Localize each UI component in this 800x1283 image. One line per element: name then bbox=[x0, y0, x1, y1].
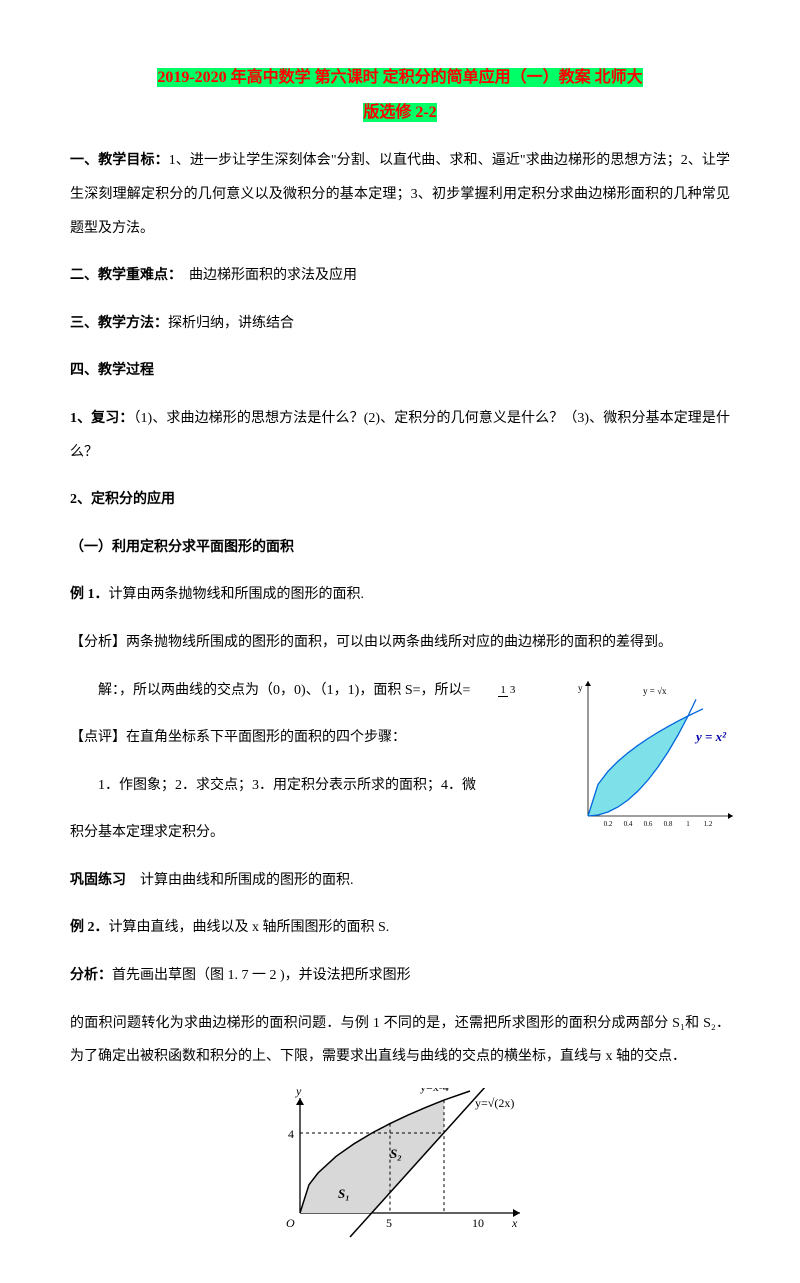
label-method: 三、教学方法： bbox=[70, 316, 168, 331]
title-text-2: 版选修 2-2 bbox=[363, 103, 436, 122]
s1-lbl: S₁ bbox=[338, 1186, 350, 1201]
origin: O bbox=[286, 1216, 295, 1230]
xlabel: x bbox=[511, 1216, 518, 1230]
para-objective: 一、教学目标：1、进一步让学生深刻体会"分割、以直代曲、求和、逼近"求曲边梯形的… bbox=[70, 144, 730, 245]
c1-yaxis: y bbox=[578, 683, 583, 693]
example-2: 例 2．计算由直线，曲线以及 x 轴所围图形的面积 S. bbox=[70, 911, 730, 945]
analysis-1: 【分析】两条抛物线所围成的图形的面积，可以由以两条曲线所对应的曲边梯形的面积的差… bbox=[70, 626, 730, 660]
chart-parabolas: 0.2 0.4 0.6 0.8 1 1.2 y = √x y = x² bbox=[560, 674, 740, 834]
text-analysis1: 两条抛物线所围成的图形的面积，可以由以两条曲线所对应的曲边梯形的面积的差得到。 bbox=[126, 635, 672, 650]
xt10: 10 bbox=[472, 1216, 484, 1230]
figure-1-wrap: 解：，所以两曲线的交点为（0，0)、（1，1)，面积 S=，所以=13 【点评】… bbox=[70, 674, 730, 993]
sol-text: 解：，所以两曲线的交点为（0，0)、（1，1)，面积 S=，所以= bbox=[98, 683, 470, 698]
c1-lbl2: y = x² bbox=[694, 729, 727, 744]
para-review: 1、复习：（1)、求曲边梯形的思想方法是什么？(2)、定积分的几何意义是什么？（… bbox=[70, 402, 730, 469]
example-1: 例 1．计算由两条抛物线和所围成的图形的面积. bbox=[70, 578, 730, 612]
chart1-svg: 0.2 0.4 0.6 0.8 1 1.2 y = √x y = x² bbox=[560, 674, 740, 834]
label-ex2: 例 2． bbox=[70, 920, 109, 935]
label-practice: 巩固练习 bbox=[70, 873, 126, 888]
label-difficulty: 二、教学重难点： bbox=[70, 268, 175, 283]
region-s1 bbox=[300, 1133, 372, 1213]
analysis2-text1: 首先画出草图（图 1. 7 一 2 )，并设法把所求图形 bbox=[112, 968, 411, 983]
c1-lbl1: y = √x bbox=[643, 686, 667, 696]
label-process: 四、教学过程 bbox=[70, 363, 154, 378]
review-l1: 在直角坐标系下平面图形的面积的四个步骤： bbox=[126, 730, 406, 745]
doc-title-line2: 版选修 2-2 bbox=[70, 95, 730, 130]
frac-num: 1 bbox=[498, 684, 508, 697]
analysis-2-l1: 分析：首先画出草图（图 1. 7 一 2 )，并设法把所求图形 bbox=[70, 959, 730, 993]
sub-header: （一）利用定积分求平面图形的面积 bbox=[70, 531, 730, 565]
label-review: 1、复习： bbox=[70, 411, 133, 426]
label-review-block: 【点评】 bbox=[70, 730, 126, 745]
analysis-2-l2: 的面积问题转化为求曲边梯形的面积问题．与例 1 不同的是，还需把所求图形的面积分… bbox=[70, 1007, 730, 1074]
text-method: 探析归纳，讲练结合 bbox=[168, 316, 294, 331]
doc-title-line1: 2019-2020 年高中数学 第六课时 定积分的简单应用（一）教案 北师大 bbox=[70, 60, 730, 95]
chart-line-curve: 4 5 10 O x y y=x-4 y=√(2x) S₁ S₂ bbox=[265, 1088, 535, 1243]
fraction-icon: 13 bbox=[470, 684, 517, 696]
yt4: 4 bbox=[288, 1127, 294, 1141]
xt1: 0.2 bbox=[604, 820, 613, 828]
s2-lbl: S₂ bbox=[390, 1146, 402, 1161]
title-text-1: 2019-2020 年高中数学 第六课时 定积分的简单应用（一）教案 北师大 bbox=[157, 68, 642, 87]
xt2: 0.4 bbox=[624, 820, 633, 828]
para-method: 三、教学方法：探析归纳，讲练结合 bbox=[70, 307, 730, 341]
ylabel: y bbox=[295, 1088, 302, 1098]
app-header: 2、定积分的应用 bbox=[70, 483, 730, 517]
xt6: 1.2 bbox=[704, 820, 713, 828]
line-lbl: y=x-4 bbox=[420, 1088, 449, 1094]
xt3: 0.6 bbox=[644, 820, 653, 828]
xt5b: 5 bbox=[386, 1216, 392, 1230]
label-analysis2: 分析： bbox=[70, 968, 112, 983]
label-ex1: 例 1． bbox=[70, 587, 109, 602]
text-review: （1)、求曲边梯形的思想方法是什么？(2)、定积分的几何意义是什么？（3)、微积… bbox=[70, 411, 730, 460]
label-objective: 一、教学目标： bbox=[70, 153, 169, 168]
practice: 巩固练习 计算由曲线和所围成的图形的面积. bbox=[70, 864, 730, 898]
text-ex1: 计算由两条抛物线和所围成的图形的面积. bbox=[109, 587, 365, 602]
curve-lbl: y=√(2x) bbox=[475, 1096, 514, 1110]
text-practice: 计算由曲线和所围成的图形的面积. bbox=[126, 873, 354, 888]
xt5: 1 bbox=[686, 820, 690, 828]
para-difficulty: 二、教学重难点： 曲边梯形面积的求法及应用 bbox=[70, 259, 730, 293]
document-page: 2019-2020 年高中数学 第六课时 定积分的简单应用（一）教案 北师大 版… bbox=[0, 0, 800, 1283]
chart2-svg: 4 5 10 O x y y=x-4 y=√(2x) S₁ S₂ bbox=[265, 1088, 535, 1238]
text-objective: 1、进一步让学生深刻体会"分割、以直代曲、求和、逼近"求曲边梯形的思想方法；2、… bbox=[70, 153, 730, 235]
text-ex2: 计算由直线，曲线以及 x 轴所围图形的面积 S. bbox=[109, 920, 390, 935]
region-s2 bbox=[372, 1100, 444, 1213]
frac-den: 3 bbox=[508, 684, 518, 696]
text-difficulty: 曲边梯形面积的求法及应用 bbox=[175, 268, 357, 283]
para-process: 四、教学过程 bbox=[70, 354, 730, 388]
fill-region bbox=[588, 716, 688, 816]
xt4: 0.8 bbox=[664, 820, 673, 828]
label-analysis1: 【分析】 bbox=[70, 635, 126, 650]
